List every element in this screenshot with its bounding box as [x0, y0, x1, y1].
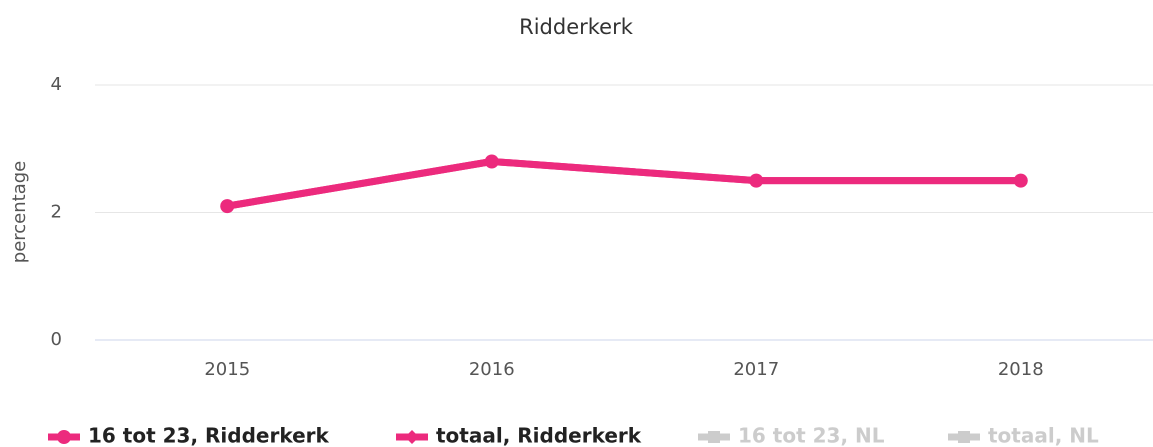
legend-item: totaal, NL: [948, 424, 1099, 447]
legend-label: 16 tot 23, Ridderkerk: [88, 424, 330, 447]
marker: [708, 431, 720, 443]
x-tick-label: 2018: [998, 359, 1044, 380]
y-tick-label: 4: [51, 74, 62, 95]
marker: [57, 430, 71, 444]
chart-title: Ridderkerk: [519, 15, 634, 39]
marker: [749, 173, 764, 188]
legend-item: 16 tot 23, Ridderkerk: [48, 424, 330, 447]
legend-label: 16 tot 23, NL: [738, 424, 885, 447]
marker: [484, 154, 499, 169]
series: [220, 154, 1028, 214]
marker: [958, 431, 970, 443]
y-tick-label: 2: [51, 202, 62, 223]
line: [223, 158, 1025, 210]
y-tick-label: 0: [51, 329, 62, 350]
marker: [405, 430, 419, 444]
x-tick-label: 2017: [733, 359, 779, 380]
x-tick-label: 2016: [469, 359, 515, 380]
marker: [220, 199, 235, 214]
legend-label: totaal, Ridderkerk: [436, 424, 642, 447]
x-tick-label: 2015: [204, 359, 250, 380]
y-axis-label: percentage: [9, 161, 30, 263]
legend-item: 16 tot 23, NL: [698, 424, 885, 447]
legend-item: totaal, Ridderkerk: [396, 424, 642, 447]
legend-label: totaal, NL: [988, 424, 1099, 447]
marker: [1013, 173, 1028, 188]
